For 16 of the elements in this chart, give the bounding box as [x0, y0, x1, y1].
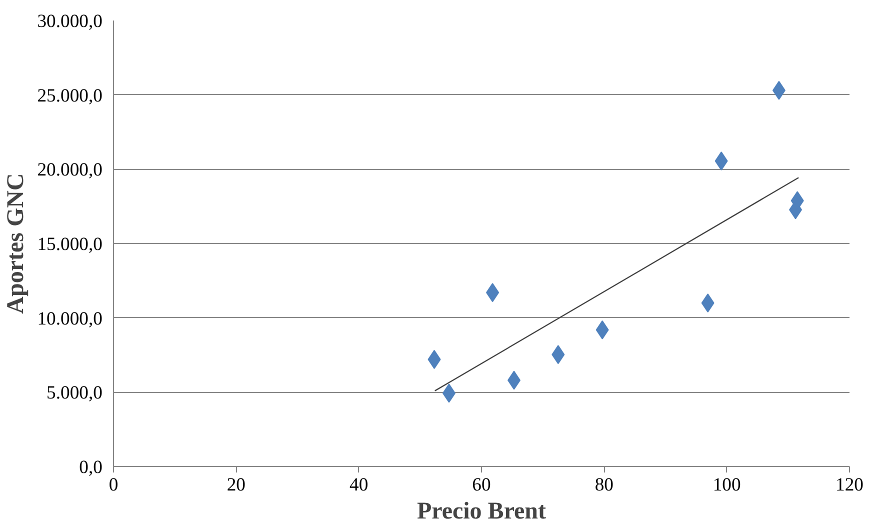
y-tick-label: 15.000,0 [37, 234, 102, 255]
x-tick-label: 120 [836, 474, 864, 496]
x-tick-label: 80 [594, 474, 614, 496]
y-tick-label: 20.000,0 [37, 160, 102, 181]
y-tick-label: 30.000,0 [37, 11, 102, 32]
x-tick-label: 0 [108, 474, 118, 496]
x-tick-label: 40 [350, 474, 368, 496]
y-tick-label: 25.000,0 [37, 85, 102, 106]
x-axis-title: Precio Brent [416, 498, 546, 524]
x-tick-label: 100 [712, 474, 741, 496]
y-axis-title: Aportes GNC [3, 173, 30, 314]
y-tick-label: 0,0 [79, 457, 103, 478]
y-tick-label: 10.000,0 [37, 308, 102, 330]
x-tick-label: 60 [472, 474, 491, 496]
x-tick-label: 20 [226, 474, 246, 496]
y-tick-label: 5.000,0 [46, 382, 102, 404]
